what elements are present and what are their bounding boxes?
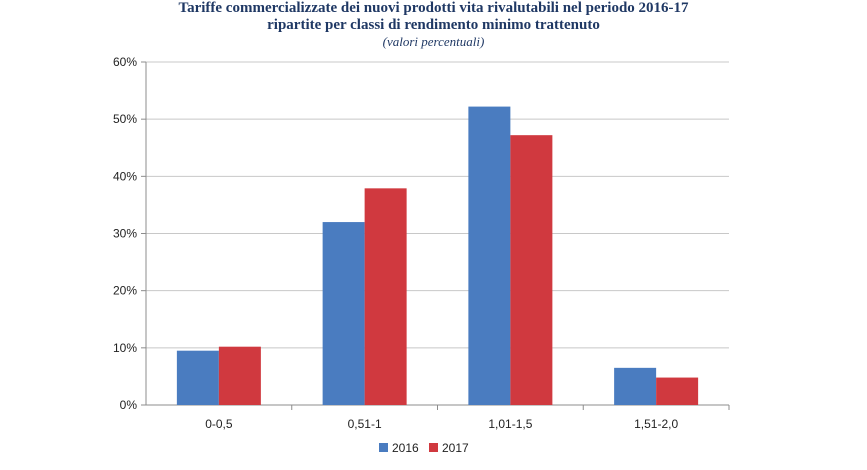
bar-2017-4 <box>656 377 699 405</box>
x-tick-label: 1,51-2,0 <box>634 417 678 431</box>
y-tick-label: 40% <box>113 169 137 183</box>
bar-2016-3 <box>468 106 511 405</box>
bar-2016-1 <box>176 350 219 405</box>
legend-label-2016: 2016 <box>392 441 419 455</box>
bar-2017-1 <box>218 346 261 405</box>
y-tick-label: 50% <box>113 112 137 126</box>
chart-title-block: Tariffe commercializzate dei nuovi prodo… <box>0 0 867 50</box>
legend-label-2017: 2017 <box>442 441 469 455</box>
bar-2016-2 <box>322 222 365 405</box>
chart-title-line-1: Tariffe commercializzate dei nuovi prodo… <box>178 0 689 16</box>
bar-2017-3 <box>510 135 553 405</box>
x-tick-label: 0-0,5 <box>205 417 233 431</box>
y-tick-label: 10% <box>113 341 137 355</box>
chart-title-line-2: ripartite per classi di rendimento minim… <box>267 17 600 33</box>
chart-subtitle: (valori percentuali) <box>382 34 485 49</box>
y-tick-label: 0% <box>120 398 138 412</box>
y-tick-label: 60% <box>113 55 137 69</box>
y-tick-label: 20% <box>113 284 137 298</box>
y-tick-label: 30% <box>113 227 137 241</box>
legend-swatch-2017 <box>429 443 438 452</box>
legend-swatch-2016 <box>379 443 388 452</box>
bar-2016-4 <box>614 367 657 405</box>
bar-2017-2 <box>364 188 407 405</box>
x-tick-label: 1,01-1,5 <box>488 417 532 431</box>
x-tick-label: 0,51-1 <box>348 417 382 431</box>
